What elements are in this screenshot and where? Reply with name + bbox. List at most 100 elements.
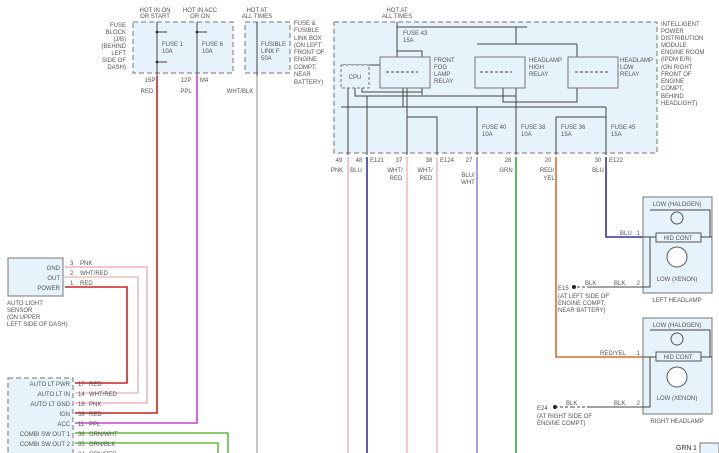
relay-label: RELAY (434, 79, 453, 85)
bulb-icon (670, 211, 684, 225)
fuse-block-label: SIDE OF (102, 58, 126, 64)
hot-label: HOT AT (246, 8, 267, 14)
right-headlamp: LOW (HALOGEN) HID CONT LOW (XENON) RIGHT… (600, 317, 713, 425)
xenon-label: LOW (XENON) (657, 277, 698, 283)
hot-label: OR START (140, 14, 170, 20)
wire-color-label: BLK (614, 281, 625, 287)
bcm-terminal-label: ACC (57, 422, 70, 428)
xenon-bulb-icon (666, 246, 688, 268)
terminal-label: POWER (37, 286, 60, 292)
partial-connector: GRN 1 (676, 442, 719, 453)
left-headlamp: LOW (HALOGEN) HID CONT LOW (XENON) LEFT … (614, 196, 713, 304)
pin-label: 27 (466, 158, 473, 164)
connector-label: E124 (440, 158, 455, 164)
hot-label: ALL TIMES (242, 14, 272, 20)
relay-label: RELAY (620, 72, 639, 78)
box-label: COMPT, (294, 65, 317, 71)
fuse-label: FUSE 45 (611, 125, 636, 131)
wire-color-label: WHT/RED (80, 271, 109, 277)
box-label: ENGINE (294, 57, 317, 63)
box-label: FUSIBLE (294, 28, 319, 34)
wire-color-label: RED (141, 89, 154, 95)
relay-label: FRONT (434, 58, 455, 64)
connector-label: E122 (609, 158, 624, 164)
link-label: 50A (261, 56, 272, 62)
fuse-label: FUSE 38 (521, 125, 546, 131)
wire-color-label: BLU (620, 231, 632, 237)
ground-e24: E24 BLK (AT RIGHT SIDE OF ENGINE COMPT) (537, 401, 592, 427)
pin-label: 30 (595, 158, 602, 164)
wire-color-label: WHT/ (417, 168, 433, 174)
fuse-block-label: (BEHIND (101, 44, 126, 50)
pin-label: 2 (70, 271, 74, 277)
pin-label: 38 (426, 158, 433, 164)
pin-label: 1 (637, 231, 641, 237)
pin-label: 1 (70, 281, 74, 287)
fusible-link-box: HOT AT ALL TIMES FUSIBLE LINK F 50A FUSE… (227, 8, 325, 95)
wire-color-label: GRN/BLK (89, 442, 115, 448)
box-label: BATTERY) (294, 80, 323, 86)
wire-ppl (75, 76, 198, 424)
pin-label: 36 (78, 432, 85, 438)
sensor-label: LEFT SIDE OF DASH) (7, 322, 68, 328)
hot-label: HOT AT (386, 8, 407, 14)
terminal-label: OUT (47, 276, 60, 282)
box-label: FRONT OF (294, 50, 325, 56)
wire-color-label: RED (390, 176, 403, 182)
bcm-terminal-label: AUTO LT GND (30, 402, 70, 408)
wire-grn-blk (75, 442, 219, 453)
wire-color-label: BLU (592, 168, 604, 174)
sensor-label: SENSOR (7, 308, 33, 314)
label-line: POWER (661, 29, 684, 35)
wire-sensor-red (65, 286, 128, 384)
wire-color-label: RED/ (540, 168, 555, 174)
label-line: DISTRIBUTION (661, 36, 703, 42)
wire-red (75, 76, 158, 414)
bulb-icon (670, 332, 684, 346)
connector-label: M4 (200, 78, 209, 84)
halogen-label: LOW (HALOGEN) (653, 202, 702, 208)
wire-color-label: RED (89, 382, 102, 388)
pin-label: 12P (181, 78, 192, 84)
hot-label: HOT IN ON (140, 8, 171, 14)
ground-e15: E15 BLK (AT LEFT SIDE OF ENGINE COMPT, N… (558, 281, 609, 314)
wire-color-label: GRN (499, 168, 512, 174)
wire-color-label: GRN (676, 445, 692, 452)
relay-label: HIGH (529, 65, 544, 71)
fuse-label: FUSE 40 (482, 125, 507, 131)
bcm-terminal-label: COMBI SW OUT 1 (20, 432, 71, 438)
label-line: COMPT, (661, 86, 684, 92)
sensor-label: (ON UPPER (7, 315, 41, 321)
fuse-label: FUSE 6 (202, 42, 224, 48)
wire-color-label: BLK (566, 401, 577, 407)
pin-label: 11 (78, 422, 85, 428)
pin-label: 20 (545, 158, 552, 164)
fuse-label: 15A (561, 132, 572, 138)
connector-label: E121 (370, 158, 385, 164)
wire-color-label: BLU (350, 168, 362, 174)
pin-label: 2 (637, 281, 641, 287)
fuse-block-label: (J/B) (113, 37, 126, 43)
wire-color-label: PNK (80, 261, 92, 267)
wire-red-yel (555, 157, 643, 358)
hot-label: ALL TIMES (382, 14, 412, 20)
hot-label: HOT IN ACC (183, 8, 218, 14)
ground-icon (572, 285, 576, 289)
wire-sensor-pnk (65, 266, 148, 404)
wire-color-label: PNK (89, 402, 101, 408)
wire-grn-wht (75, 432, 229, 453)
wire-color-label: BLU/ (461, 173, 475, 179)
hot-label: OR ON (190, 14, 210, 20)
wire-color-label: YEL (543, 176, 555, 182)
fuse-label: 15A (611, 132, 622, 138)
headlamp-name: RIGHT HEADLAMP (650, 419, 703, 425)
label-line: INTELLIGENT (661, 22, 700, 28)
ground-label: ENGINE COMPT, (558, 301, 606, 307)
wire-color-label: BLK (614, 401, 625, 407)
label-line: (IPDM E/R) (661, 57, 692, 63)
fuse-label: 10A (521, 132, 532, 138)
link-label: FUSIBLE (261, 42, 286, 48)
sensor-label: AUTO LIGHT (7, 301, 43, 307)
bcm-terminal-label: AUTO LT IN (38, 392, 70, 398)
pin-label: 1 (693, 445, 697, 452)
